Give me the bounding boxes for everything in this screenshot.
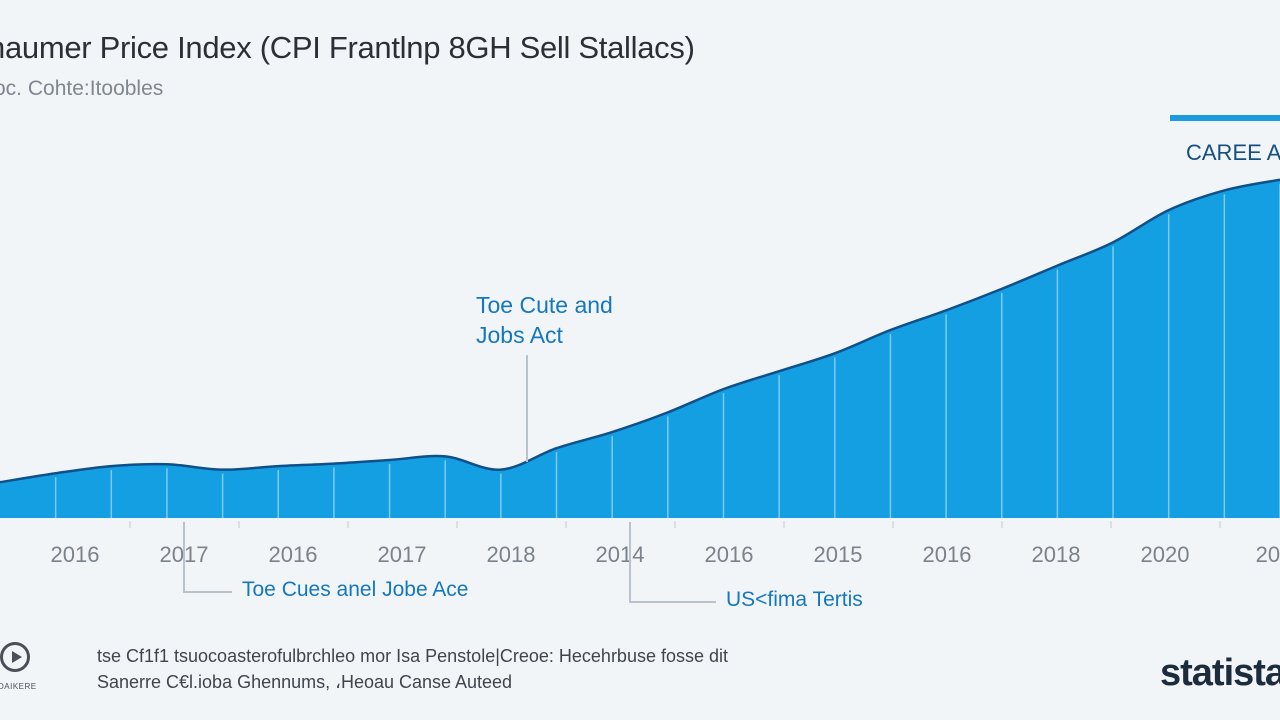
x-tick-label: 2016 bbox=[705, 542, 754, 567]
x-tick-label: 2018 bbox=[1032, 542, 1081, 567]
play-circle-icon bbox=[0, 642, 30, 672]
x-axis-ticks: 2016 2017 2016 2017 2018 2014 2016 2015 2016 2018… bbox=[51, 521, 1280, 567]
series-line bbox=[0, 178, 1280, 484]
x-tick-label: 202 bbox=[1256, 542, 1280, 567]
x-tick-label: 2020 bbox=[1141, 542, 1190, 567]
series-line-layer bbox=[0, 178, 1280, 484]
annotation-lower-left-leader bbox=[183, 522, 232, 593]
annotation-main-line2: Jobs Act bbox=[476, 322, 563, 348]
area-layer bbox=[0, 179, 1280, 518]
legend-swatch bbox=[1170, 115, 1280, 121]
x-tick-label: 2016 bbox=[269, 542, 318, 567]
annotation-main: Toe Cute and Jobs Act bbox=[476, 290, 613, 350]
x-tick-label: 2014 bbox=[596, 542, 645, 567]
source-icon-caption: DAIKERE bbox=[0, 682, 37, 691]
chart-subtitle: oc. Cohte:Itoobles bbox=[0, 77, 164, 100]
legend-label: CAREE A bbox=[1186, 140, 1280, 165]
annotation-lower-right: US<fima Tertis bbox=[726, 588, 863, 611]
x-tick-label: 2015 bbox=[814, 542, 863, 567]
chart-title: haumer Price Index (CPI Frantlnp 8GH Sel… bbox=[0, 30, 695, 65]
x-tick-label: 2018 bbox=[487, 542, 536, 567]
series-area bbox=[0, 179, 1280, 518]
column-dividers bbox=[54, 183, 1280, 518]
annotation-lower-left: Toe Cues anel Jobe Ace bbox=[242, 578, 469, 601]
annotation-main-line1: Toe Cute and bbox=[476, 292, 613, 318]
x-tick-label: 2017 bbox=[378, 542, 427, 567]
annotation-leaders bbox=[183, 355, 716, 603]
footnote-line-1: tse Cf1f1 tsuocoasterofulbrchleo mor Isa… bbox=[97, 646, 729, 666]
annotation-lower-right-leader bbox=[629, 522, 716, 603]
footnote-line-2: Sanerre C€l.ioba Ghennums, ،Heoau Canse … bbox=[97, 672, 513, 692]
brand-logo: statista bbox=[1160, 652, 1280, 694]
x-tick-label: 2016 bbox=[51, 542, 100, 567]
x-tick-label: 2016 bbox=[923, 542, 972, 567]
